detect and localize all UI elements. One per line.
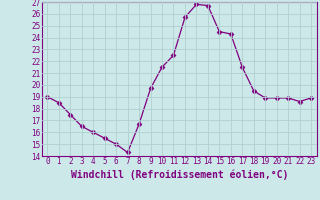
X-axis label: Windchill (Refroidissement éolien,°C): Windchill (Refroidissement éolien,°C) [70,169,288,180]
